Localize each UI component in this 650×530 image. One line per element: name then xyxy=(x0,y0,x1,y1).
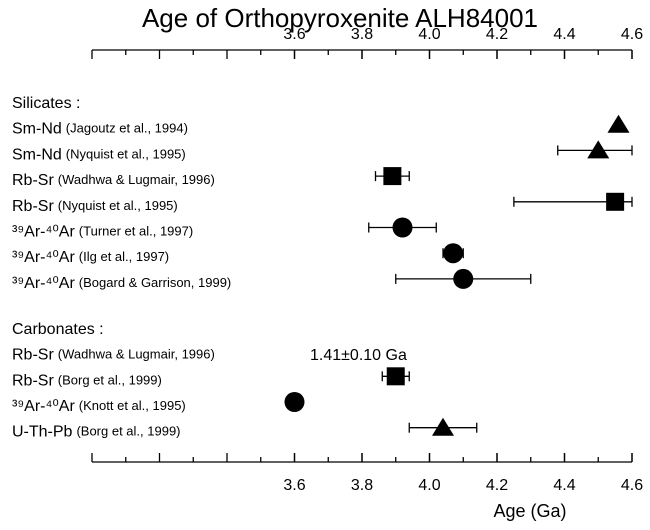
x-tick-label-top: 4.0 xyxy=(418,26,440,43)
group-label: Carbonates : xyxy=(12,321,104,338)
x-tick-label-bottom: 4.6 xyxy=(621,477,643,494)
marker xyxy=(587,140,610,159)
citation: (Borg et al., 1999) xyxy=(58,373,162,388)
x-tick-label-bottom: 3.6 xyxy=(283,477,305,494)
method: ³⁹Ar-⁴⁰Ar xyxy=(12,224,75,241)
x-axis-label: Age (Ga) xyxy=(493,501,566,521)
citation: (Wadhwa & Lugmair, 1996) xyxy=(58,347,215,362)
marker xyxy=(453,268,474,289)
marker xyxy=(386,367,405,386)
x-tick-label-bottom: 4.2 xyxy=(486,477,508,494)
row-label: ³⁹Ar-⁴⁰Ar (Turner et al., 1997) xyxy=(12,224,193,241)
method: ³⁹Ar-⁴⁰Ar xyxy=(12,249,75,266)
method: Rb-Sr xyxy=(12,198,54,215)
method: ³⁹Ar-⁴⁰Ar xyxy=(12,275,75,292)
marker xyxy=(443,243,464,264)
row-label: Rb-Sr (Borg et al., 1999) xyxy=(12,373,162,390)
method: Rb-Sr xyxy=(12,373,54,390)
row-label: ³⁹Ar-⁴⁰Ar (Bogard & Garrison, 1999) xyxy=(12,275,231,292)
marker xyxy=(432,417,454,436)
citation: (Bogard & Garrison, 1999) xyxy=(79,275,231,290)
chart-title: Age of Orthopyroxenite ALH84001 xyxy=(142,3,538,33)
row-label: Rb-Sr (Nyquist et al., 1995) xyxy=(12,198,178,215)
x-tick-label-top: 3.8 xyxy=(351,26,373,43)
marker xyxy=(284,392,305,412)
row-label: Sm-Nd (Jagoutz et al., 1994) xyxy=(12,121,188,138)
marker xyxy=(383,167,402,186)
row-label: Rb-Sr (Wadhwa & Lugmair, 1996) xyxy=(12,347,215,364)
x-tick-label-top: 3.6 xyxy=(283,26,305,43)
marker xyxy=(607,114,630,133)
citation: (Knott et al., 1995) xyxy=(79,398,186,413)
group-label: Silicates : xyxy=(12,95,80,112)
row-label: ³⁹Ar-⁴⁰Ar (Knott et al., 1995) xyxy=(12,398,186,415)
annotation: 1.41±0.10 Ga xyxy=(310,347,407,364)
method: Rb-Sr xyxy=(12,347,54,364)
method: ³⁹Ar-⁴⁰Ar xyxy=(12,398,75,415)
method: Sm-Nd xyxy=(12,121,62,138)
method: Rb-Sr xyxy=(12,172,54,189)
citation: (Jagoutz et al., 1994) xyxy=(66,121,188,136)
marker xyxy=(392,217,413,238)
x-tick-label-top: 4.4 xyxy=(553,26,575,43)
x-tick-label-bottom: 4.4 xyxy=(553,477,575,494)
citation: (Ilg et al., 1997) xyxy=(79,250,169,265)
marker xyxy=(606,192,625,211)
method: U-Th-Pb xyxy=(12,424,73,441)
row-label: Rb-Sr (Wadhwa & Lugmair, 1996) xyxy=(12,172,215,189)
row-label: ³⁹Ar-⁴⁰Ar (Ilg et al., 1997) xyxy=(12,249,169,266)
citation: (Nyquist et al., 1995) xyxy=(66,147,186,162)
x-tick-label-bottom: 3.8 xyxy=(351,477,373,494)
method: Sm-Nd xyxy=(12,147,62,164)
row-label: U-Th-Pb (Borg et al., 1999) xyxy=(12,424,181,441)
x-tick-label-bottom: 4.0 xyxy=(418,477,440,494)
citation: (Turner et al., 1997) xyxy=(79,224,193,239)
x-tick-label-top: 4.6 xyxy=(621,26,643,43)
x-tick-label-top: 4.2 xyxy=(486,26,508,43)
citation: (Nyquist et al., 1995) xyxy=(58,198,178,213)
citation: (Wadhwa & Lugmair, 1996) xyxy=(58,173,215,188)
row-label: Sm-Nd (Nyquist et al., 1995) xyxy=(12,147,186,164)
citation: (Borg et al., 1999) xyxy=(76,424,180,439)
